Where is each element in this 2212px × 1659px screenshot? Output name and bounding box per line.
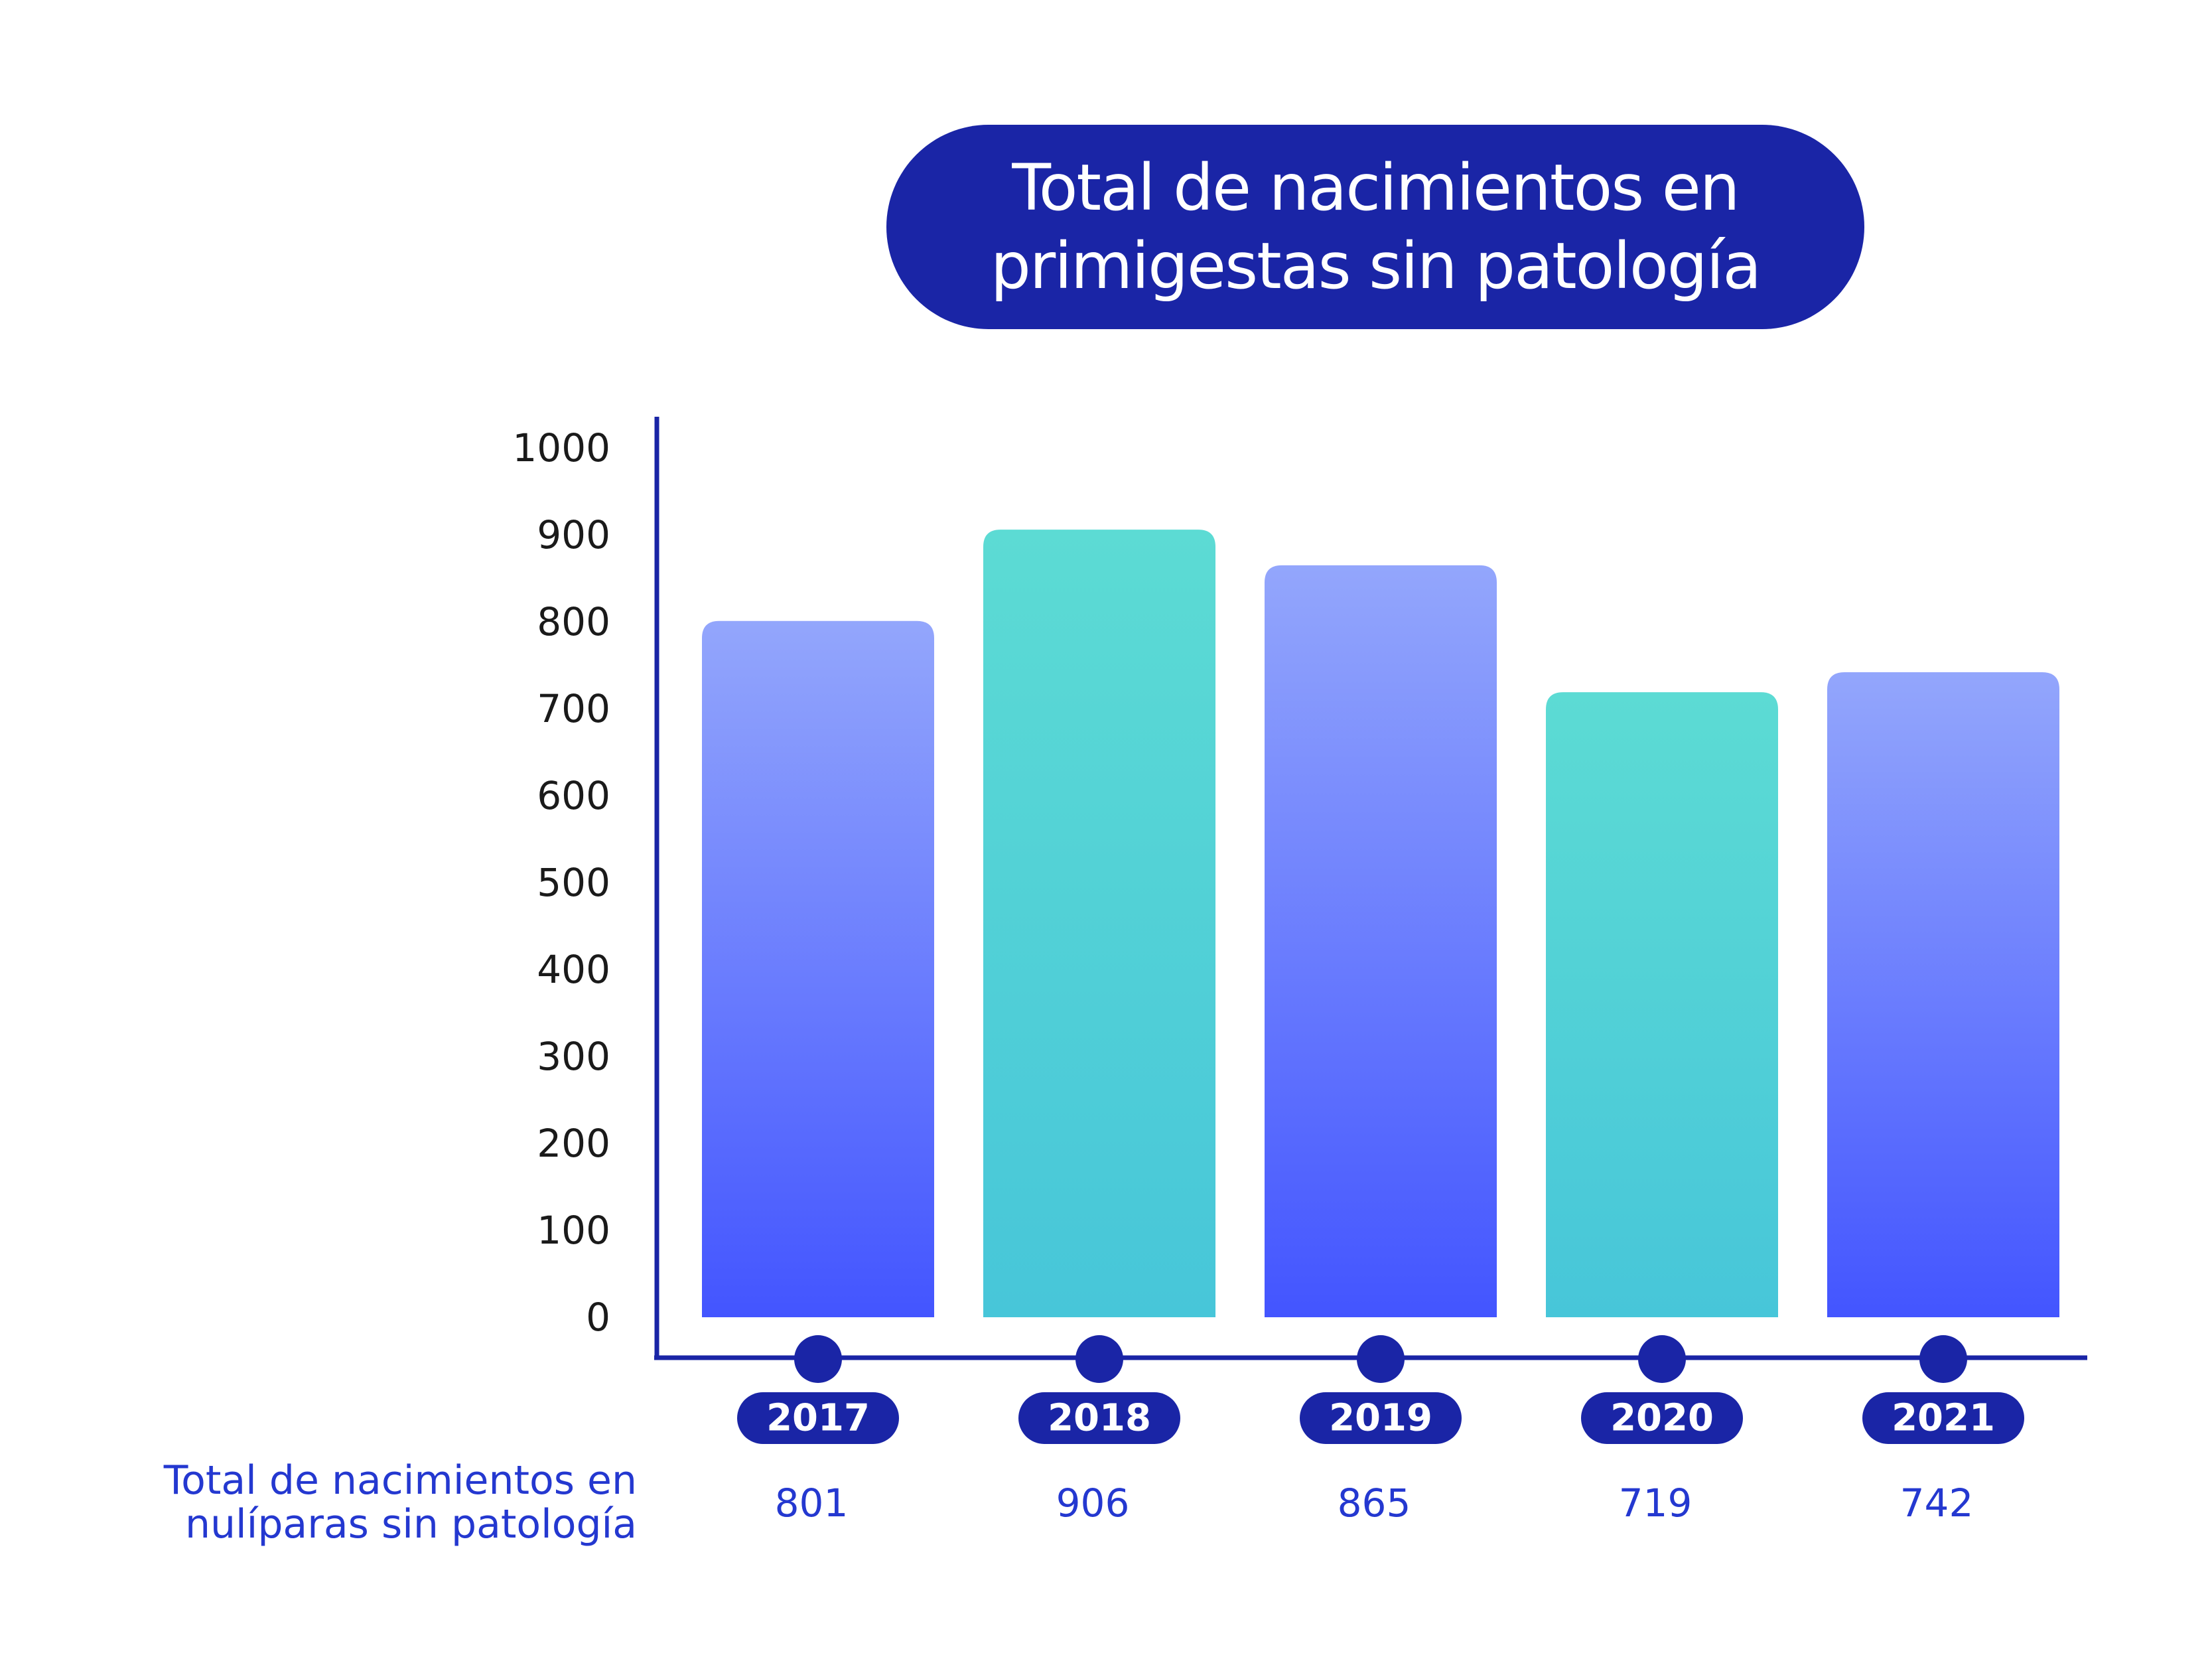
category-pill bbox=[1862, 1392, 2024, 1444]
y-tick-label: 1000 bbox=[512, 425, 610, 470]
chart-title-line-1: Total de nacimientos en bbox=[1012, 151, 1740, 225]
value-label: 801 bbox=[775, 1480, 849, 1526]
y-tick-label: 600 bbox=[537, 773, 610, 818]
row-label: Total de nacimientos en nulíparas sin pa… bbox=[100, 1459, 637, 1546]
value-label: 906 bbox=[1056, 1480, 1130, 1526]
y-tick-label: 0 bbox=[586, 1295, 610, 1340]
chart-title-pill: Total de nacimientos en primigestas sin … bbox=[886, 125, 1864, 329]
category-pill bbox=[737, 1392, 899, 1444]
bar-2017 bbox=[702, 620, 934, 1318]
x-axis-dot bbox=[1919, 1335, 1967, 1383]
y-tick-label: 700 bbox=[537, 686, 610, 731]
bars-group bbox=[702, 530, 2059, 1318]
x-category-label: 2021 bbox=[1892, 1397, 1995, 1440]
x-axis-dot bbox=[1638, 1335, 1686, 1383]
value-label: 742 bbox=[1900, 1480, 1974, 1526]
y-tick-label: 400 bbox=[537, 947, 610, 992]
x-category-label: 2019 bbox=[1329, 1397, 1432, 1440]
category-pill bbox=[1300, 1392, 1462, 1444]
bar-2021 bbox=[1827, 672, 2059, 1317]
x-axis-dot bbox=[794, 1335, 842, 1383]
category-pill bbox=[1581, 1392, 1743, 1444]
value-label: 865 bbox=[1338, 1480, 1411, 1526]
x-axis-dot bbox=[1075, 1335, 1123, 1383]
chart-title-line-2: primigestas sin patología bbox=[990, 229, 1762, 303]
y-tick-label: 300 bbox=[537, 1034, 610, 1079]
y-tick-labels: 0 100 200 300 400 500 600 700 800 900 1000 bbox=[512, 425, 610, 1340]
bar-2020 bbox=[1546, 692, 1778, 1317]
y-tick-label: 100 bbox=[537, 1208, 610, 1253]
category-pill bbox=[1018, 1392, 1180, 1444]
bar-2019 bbox=[1265, 565, 1497, 1317]
y-tick-label: 800 bbox=[537, 599, 610, 644]
value-label: 719 bbox=[1619, 1480, 1693, 1526]
row-label-line-2: nulíparas sin patología bbox=[184, 1501, 637, 1548]
y-tick-label: 900 bbox=[537, 512, 610, 557]
row-label-line-1: Total de nacimientos en bbox=[163, 1457, 637, 1504]
x-category-markers: 2017 2018 2019 2020 2021 bbox=[737, 1335, 2024, 1444]
y-tick-label: 500 bbox=[537, 860, 610, 905]
y-tick-label: 200 bbox=[537, 1121, 610, 1166]
x-axis-dot bbox=[1357, 1335, 1405, 1383]
x-category-label: 2020 bbox=[1610, 1397, 1714, 1440]
value-labels: 801 906 865 719 742 bbox=[775, 1480, 1974, 1526]
x-category-label: 2018 bbox=[1048, 1397, 1151, 1440]
bar-2018 bbox=[983, 530, 1215, 1317]
x-category-label: 2017 bbox=[766, 1397, 870, 1440]
